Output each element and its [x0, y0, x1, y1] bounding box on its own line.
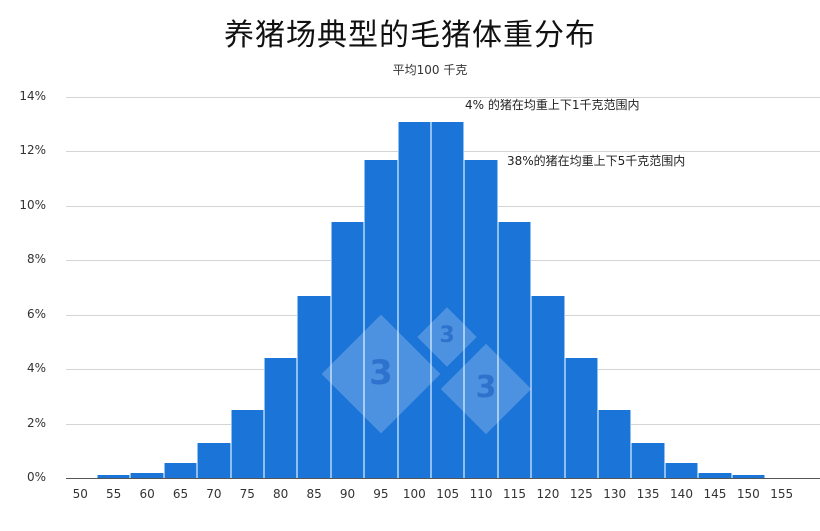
- x-tick-label: 90: [339, 487, 356, 501]
- histogram-bar: [497, 222, 532, 478]
- x-tick-label: 150: [736, 487, 760, 501]
- histogram-bar: [130, 472, 164, 478]
- histogram-bar: [564, 358, 598, 478]
- histogram-bar: [297, 295, 331, 478]
- x-tick-label: 55: [106, 487, 122, 501]
- gridline: [66, 97, 820, 98]
- x-tick-label: 125: [569, 487, 593, 501]
- histogram-bar: [230, 410, 264, 478]
- y-tick-label: 8%: [26, 252, 46, 266]
- x-tick-label: 145: [703, 487, 727, 501]
- x-tick-label: 100: [402, 487, 426, 501]
- y-tick-label: 4%: [26, 361, 46, 375]
- histogram-bar: [431, 121, 465, 478]
- x-tick-label: 70: [206, 487, 222, 501]
- x-tick-label: 110: [469, 487, 493, 501]
- y-tick-label: 6%: [26, 307, 46, 321]
- y-tick-label: 0%: [26, 470, 46, 484]
- watermark-number: 3: [439, 323, 455, 349]
- watermark-number: 3: [369, 352, 393, 393]
- x-tick-label: 60: [139, 487, 155, 501]
- y-tick-label: 14%: [19, 89, 46, 103]
- chart-subtitle: 平均100 千克: [392, 63, 468, 77]
- histogram-bar: [698, 472, 732, 478]
- x-tick-label: 95: [373, 487, 389, 501]
- x-tick-label: 80: [273, 487, 289, 501]
- x-tick-label: 75: [239, 487, 255, 501]
- x-tick-label: 130: [603, 487, 627, 501]
- x-tick-label: 85: [306, 487, 322, 501]
- x-tick-label: 115: [503, 487, 526, 501]
- histogram-bar: [364, 159, 398, 478]
- histogram-bar: [598, 410, 632, 478]
- histogram-bar: [197, 442, 231, 478]
- histogram-bar: [531, 295, 565, 478]
- x-tick-label: 50: [72, 487, 88, 501]
- chart-title: 养猪场典型的毛猪体重分布: [224, 18, 596, 53]
- annotation-1kg: 4% 的猪在均重上下1千克范围内: [465, 98, 640, 112]
- x-tick-label: 155: [770, 487, 794, 501]
- watermark-number: 3: [475, 370, 497, 406]
- annotation-5kg: 38%的猪在均重上下5千克范围内: [507, 154, 686, 168]
- histogram-bar: [330, 222, 365, 478]
- x-tick-label: 105: [436, 487, 460, 501]
- y-tick-label: 10%: [19, 198, 46, 212]
- x-axis-line: [66, 478, 820, 479]
- x-tick-label: 65: [172, 487, 189, 501]
- x-tick-label: 140: [670, 487, 693, 501]
- histogram-bar: [397, 121, 431, 478]
- histogram-bar: [163, 463, 198, 478]
- histogram-bar: [264, 358, 298, 478]
- histogram-bar: [631, 442, 665, 478]
- x-tick-label: 135: [636, 487, 660, 501]
- y-tick-label: 2%: [26, 416, 46, 430]
- histogram-bar: [97, 475, 131, 478]
- histogram-bar: [464, 159, 498, 478]
- y-tick-label: 12%: [19, 143, 46, 157]
- histogram-bar: [664, 463, 699, 478]
- x-tick-label: 120: [536, 487, 560, 501]
- histogram-bar: [731, 475, 765, 478]
